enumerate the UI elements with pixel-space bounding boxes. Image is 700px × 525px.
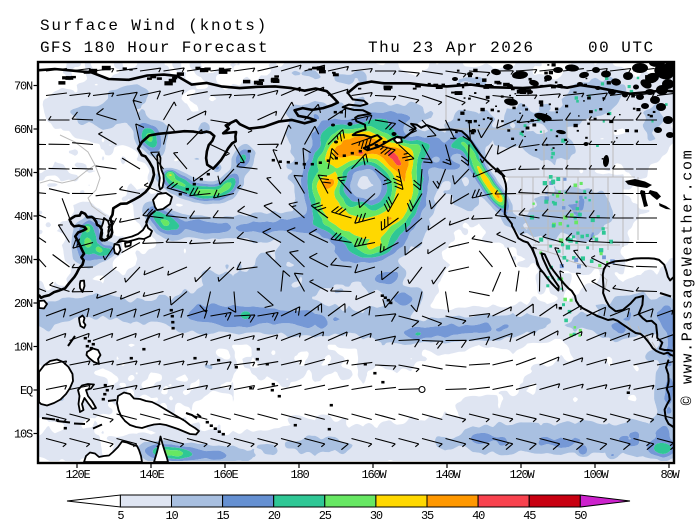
svg-text:180: 180 [290, 468, 309, 482]
svg-text:35: 35 [421, 509, 434, 523]
svg-text:120W: 120W [509, 468, 535, 482]
svg-text:80W: 80W [660, 468, 680, 482]
svg-text:40N: 40N [14, 210, 33, 224]
svg-text:100W: 100W [583, 468, 609, 482]
svg-text:Surface Wind (knots): Surface Wind (knots) [40, 17, 268, 35]
svg-text:20: 20 [268, 509, 281, 523]
svg-text:Thu 23 Apr 2026: Thu 23 Apr 2026 [368, 39, 535, 57]
svg-text:EQ: EQ [20, 384, 33, 398]
svg-text:160E: 160E [213, 468, 238, 482]
svg-text:120E: 120E [65, 468, 90, 482]
svg-text:40: 40 [472, 509, 485, 523]
svg-text:140E: 140E [139, 468, 164, 482]
svg-text:30: 30 [370, 509, 383, 523]
svg-text:15: 15 [217, 509, 230, 523]
svg-text:20N: 20N [14, 297, 33, 311]
svg-text:50N: 50N [14, 167, 33, 181]
svg-text:70N: 70N [14, 80, 33, 94]
svg-text:10S: 10S [14, 428, 33, 442]
svg-text:30N: 30N [14, 254, 33, 268]
svg-text:45: 45 [523, 509, 536, 523]
svg-text:10: 10 [165, 509, 178, 523]
svg-text:25: 25 [319, 509, 332, 523]
svg-text:00 UTC: 00 UTC [588, 39, 655, 57]
svg-text:140W: 140W [435, 468, 461, 482]
svg-text:160W: 160W [361, 468, 387, 482]
svg-text:© www.PassageWeather.com: © www.PassageWeather.com [680, 149, 697, 406]
svg-text:5: 5 [117, 509, 124, 523]
svg-text:GFS 180 Hour Forecast: GFS 180 Hour Forecast [40, 39, 269, 57]
svg-text:10N: 10N [14, 341, 33, 355]
svg-text:50: 50 [574, 509, 587, 523]
svg-text:60N: 60N [14, 123, 33, 137]
